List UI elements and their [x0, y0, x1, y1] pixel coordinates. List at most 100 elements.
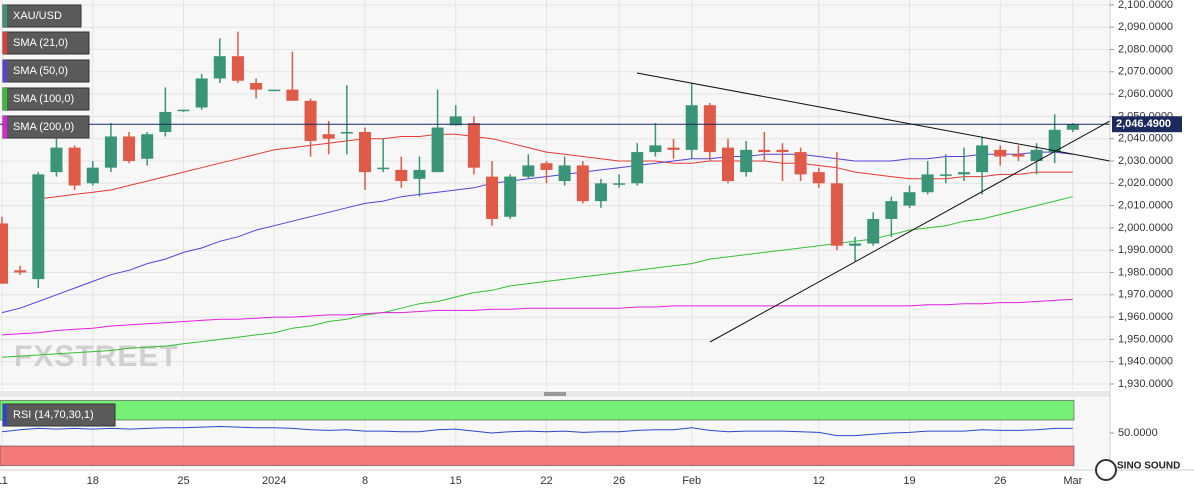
sma-line: [1, 196, 1073, 358]
candle-body: [613, 183, 626, 185]
y-tick-label: 1,980.0000: [1118, 266, 1173, 278]
legend-swatch: [3, 116, 7, 138]
x-tick-label: 25: [177, 475, 189, 487]
y-tick-label: 1,990.0000: [1118, 244, 1173, 256]
legend-label: SMA (50,0): [13, 65, 68, 77]
y-tick-label: 1,970.0000: [1118, 289, 1173, 301]
candle-body: [812, 172, 825, 184]
candle-body: [159, 111, 172, 133]
last-price-box: [1112, 116, 1182, 133]
sma-line: [1, 298, 1073, 336]
candle-body: [703, 105, 716, 153]
candle-body: [1012, 154, 1025, 157]
logo: SINO SOUND: [1095, 459, 1180, 481]
candle-body: [177, 109, 190, 112]
y-tick-label: 1,960.0000: [1118, 311, 1173, 323]
candle-body: [740, 149, 753, 173]
legend-swatch: [3, 88, 7, 110]
x-tick-label: 26: [613, 475, 625, 487]
y-tick-label: 2,020.0000: [1118, 177, 1173, 189]
candle-body: [68, 147, 81, 186]
candle-body: [867, 218, 880, 244]
rsi-line: [1, 425, 1073, 437]
candle-body: [1048, 129, 1061, 153]
x-tick-label: 11: [0, 475, 8, 487]
x-tick-label: 22: [540, 475, 552, 487]
candle-body: [304, 100, 317, 141]
price-plot: [0, 0, 1110, 390]
candle-body: [903, 192, 916, 206]
candle-body: [522, 165, 535, 177]
rsi-overbought-band: [0, 400, 1075, 421]
candle-body: [231, 56, 244, 81]
x-tick-label: 18: [87, 475, 99, 487]
candle-body: [123, 136, 136, 161]
candle-body: [1030, 149, 1043, 161]
x-tick-label: 15: [450, 475, 462, 487]
candle-body: [1066, 124, 1079, 130]
y-tick-label: 2,080.0000: [1118, 43, 1173, 55]
candle-body: [141, 134, 154, 159]
x-tick-label: 19: [903, 475, 915, 487]
candle-body: [667, 147, 680, 150]
candle-body: [994, 149, 1007, 157]
watermark: FXSTREET: [14, 340, 179, 373]
candle-body: [104, 136, 117, 168]
candle-body: [449, 116, 462, 126]
candle-body: [431, 127, 444, 173]
legend-swatch: [3, 5, 7, 27]
y-tick-label: 2,100.0000: [1118, 0, 1173, 11]
y-tick-label: 2,070.0000: [1118, 66, 1173, 78]
candle-body: [32, 174, 45, 280]
legend-label: SMA (200,0): [13, 121, 74, 133]
candle-body: [576, 165, 589, 202]
legend-label: XAU/USD: [13, 10, 62, 22]
x-tick-label: 12: [813, 475, 825, 487]
candle-body: [467, 123, 480, 168]
y-tick-label: 2,030.0000: [1118, 155, 1173, 167]
candle-body: [776, 149, 789, 153]
y-tick-label: 2,000.0000: [1118, 222, 1173, 234]
legend-swatch: [3, 32, 7, 54]
sma-line: [38, 133, 1073, 200]
trend-line: [709, 120, 1111, 343]
candle-body: [340, 132, 353, 134]
y-tick-label: 2,090.0000: [1118, 21, 1173, 33]
candle-body: [268, 89, 281, 92]
candle-body: [213, 56, 226, 79]
x-tick-label: 26: [994, 475, 1006, 487]
legend-label: SMA (100,0): [13, 93, 74, 105]
legend-label: SMA (21,0): [13, 37, 68, 49]
trend-line: [636, 72, 1111, 162]
candle-body: [830, 183, 843, 246]
y-tick-label: 1,950.0000: [1118, 333, 1173, 345]
x-tick-label: 8: [362, 475, 368, 487]
candle-body: [957, 172, 970, 175]
candle-body: [794, 152, 807, 175]
legend-label: RSI (14,70,30,1): [13, 409, 94, 421]
candle-body: [413, 169, 426, 179]
candle-body: [558, 165, 571, 182]
y-tick-label: 2,040.0000: [1118, 133, 1173, 145]
candle-body: [504, 176, 517, 217]
x-tick-label: 2024: [262, 475, 286, 487]
candle-body: [540, 163, 553, 170]
legend-swatch: [3, 60, 7, 82]
logo-text: SINO SOUND: [1117, 461, 1180, 472]
y-tick-label: 1,940.0000: [1118, 356, 1173, 368]
candle-body: [631, 152, 644, 184]
candle-body: [758, 149, 771, 153]
candle-body: [377, 167, 390, 170]
candle-body: [849, 243, 862, 246]
divider-handle[interactable]: [544, 392, 566, 396]
rsi-oversold-band: [0, 445, 1075, 466]
candle-body: [359, 132, 371, 173]
candle-body: [195, 78, 208, 108]
x-tick-label: Mar: [1063, 475, 1082, 487]
candle-body: [486, 176, 499, 219]
candle-body: [14, 270, 27, 273]
y-tick-label: 1,930.0000: [1118, 378, 1173, 390]
last-price-label: 2,046.4900: [1116, 118, 1171, 130]
